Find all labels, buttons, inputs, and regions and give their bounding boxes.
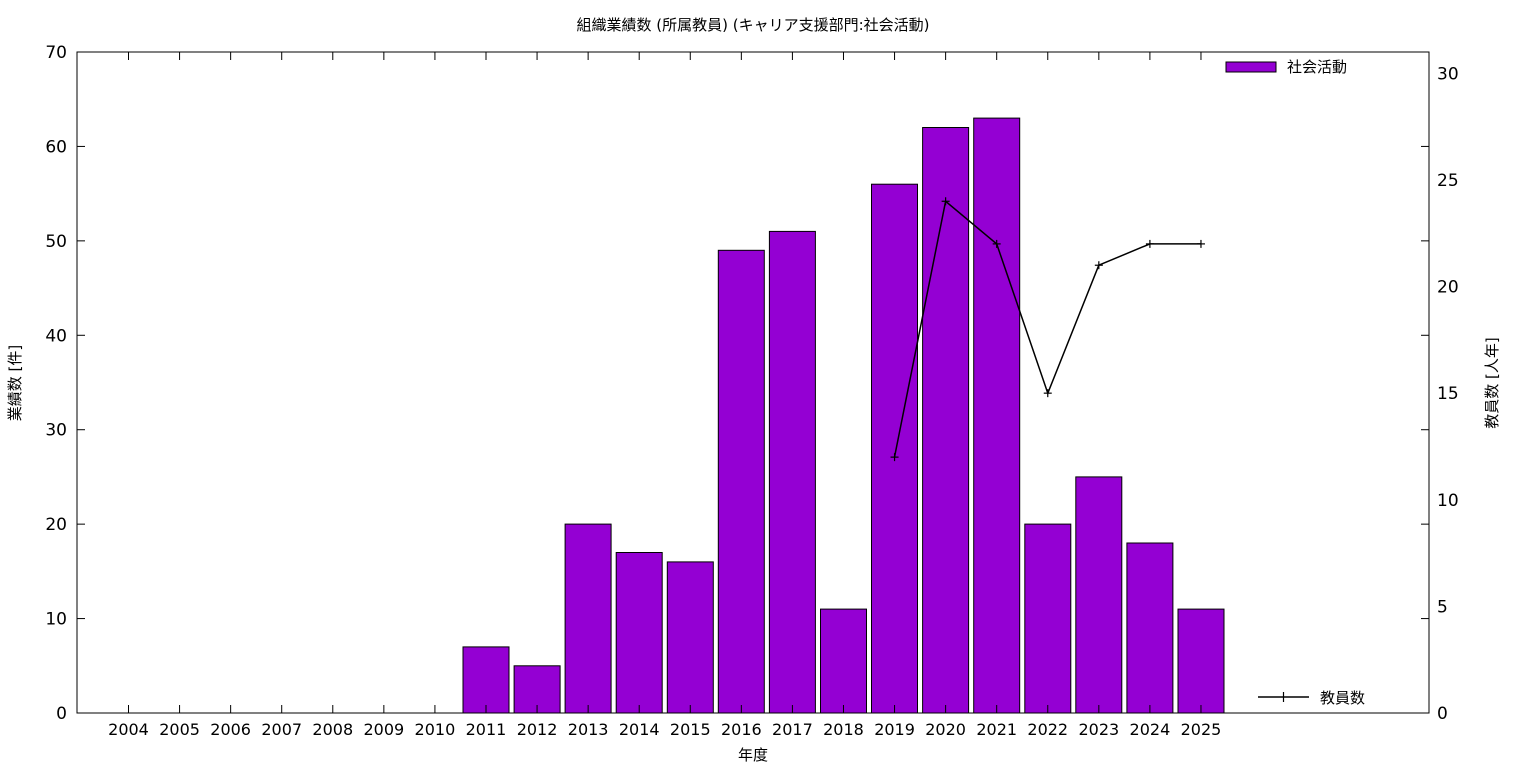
bar-2021 <box>973 117 1021 714</box>
legend-line-label: 教員数 <box>1320 689 1365 707</box>
x-tick-label-2021: 2021 <box>976 720 1017 739</box>
bar-2025 <box>1177 608 1225 714</box>
y-tick-label-50: 50 <box>45 232 67 252</box>
x-tick-label-2020: 2020 <box>925 720 966 739</box>
line-point-2024 <box>1145 239 1154 248</box>
y2-tick-label-5: 5 <box>1437 597 1448 617</box>
bar-2015 <box>666 561 714 714</box>
line-series <box>890 197 1205 462</box>
chart-title: 組織業績数 (所属教員) (キャリア支援部門:社会活動) <box>576 16 929 34</box>
y2-tick-label-15: 15 <box>1437 384 1459 404</box>
bar-2019 <box>871 183 918 714</box>
bar-2018 <box>820 608 867 714</box>
bar-2013 <box>564 523 612 714</box>
line-point-2021 <box>992 239 1001 248</box>
x-tick-label-2025: 2025 <box>1181 720 1222 739</box>
x-tick-label-2017: 2017 <box>772 720 813 739</box>
x-tick-label-2005: 2005 <box>159 720 200 739</box>
bar-2020 <box>922 127 970 714</box>
y-tick-label-0: 0 <box>56 704 67 724</box>
line-point-2025 <box>1196 239 1205 248</box>
y-tick-label-10: 10 <box>45 610 67 630</box>
y2-tick-label-0: 0 <box>1437 704 1448 724</box>
y2-tick-label-25: 25 <box>1437 171 1459 191</box>
y2-tick-label-30: 30 <box>1437 64 1459 84</box>
y-tick-label-30: 30 <box>45 421 67 441</box>
x-tick-label-2018: 2018 <box>823 720 864 739</box>
line-point-2023 <box>1094 261 1103 270</box>
x-axis: 2004 2005 2006 2007 2008 2009 2010 2011 2012 2013… <box>108 52 1221 739</box>
x-tick-label-2019: 2019 <box>874 720 915 739</box>
x-tick-label-2023: 2023 <box>1078 720 1119 739</box>
y-axis-right: 0 5 10 15 20 25 30 <box>1437 64 1459 724</box>
legend-bar-label: 社会活動 <box>1287 58 1347 76</box>
legend-bar-swatch <box>1225 61 1277 73</box>
bar-2014 <box>615 552 663 714</box>
bar-2011 <box>462 646 510 714</box>
legend-line: 教員数 <box>1258 689 1365 707</box>
plot-frame <box>76 51 1430 714</box>
y2-axis-label: 教員数 [人年] <box>1483 337 1501 428</box>
x-tick-label-2022: 2022 <box>1027 720 1068 739</box>
x-tick-label-2016: 2016 <box>721 720 762 739</box>
x-tick-label-2012: 2012 <box>517 720 558 739</box>
bar-2024 <box>1126 542 1174 714</box>
y2-tick-label-10: 10 <box>1437 491 1459 511</box>
x-tick-label-2015: 2015 <box>670 720 711 739</box>
bar-2017 <box>768 230 816 714</box>
line-point-2022 <box>1043 389 1052 398</box>
x-tick-label-2008: 2008 <box>312 720 353 739</box>
x-tick-label-2014: 2014 <box>619 720 660 739</box>
x-tick-label-2006: 2006 <box>210 720 251 739</box>
y2-tick-label-20: 20 <box>1437 278 1459 298</box>
x-axis-label: 年度 <box>738 746 768 764</box>
line-point-2020 <box>941 197 950 206</box>
y-axis-left: 0 10 20 30 40 50 60 70 <box>45 43 1429 724</box>
x-tick-label-2004: 2004 <box>108 720 149 739</box>
bar-2022 <box>1024 523 1072 714</box>
y-tick-label-40: 40 <box>45 326 67 346</box>
y-tick-label-60: 60 <box>45 137 67 157</box>
y-tick-label-70: 70 <box>45 43 67 63</box>
x-tick-label-2013: 2013 <box>568 720 609 739</box>
y-tick-label-20: 20 <box>45 515 67 535</box>
legend-bars: 社会活動 <box>1225 58 1347 76</box>
line-point-2019 <box>890 453 899 462</box>
x-tick-label-2024: 2024 <box>1130 720 1171 739</box>
y-axis-label: 業績数 [件] <box>6 345 24 421</box>
x-tick-label-2007: 2007 <box>261 720 302 739</box>
bar-2023 <box>1075 476 1123 714</box>
x-tick-label-2009: 2009 <box>363 720 404 739</box>
bar-series <box>462 117 1225 714</box>
bar-2016 <box>717 249 765 714</box>
x-tick-label-2011: 2011 <box>466 720 507 739</box>
x-tick-label-2010: 2010 <box>415 720 456 739</box>
